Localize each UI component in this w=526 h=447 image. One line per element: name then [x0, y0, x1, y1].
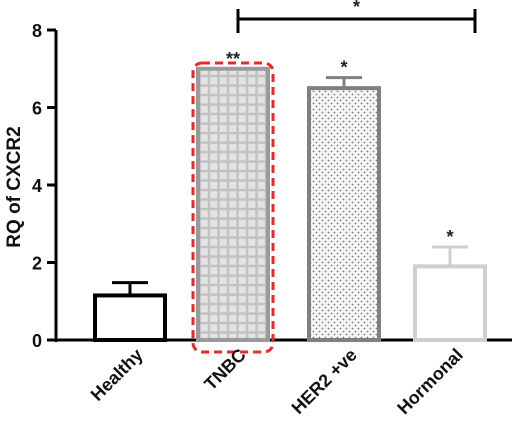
bars-group: ** *** — [93, 0, 487, 354]
y-tick-label: 2 — [32, 254, 42, 274]
significance-label: * — [340, 58, 347, 78]
significance-label: * — [446, 227, 453, 247]
y-tick-label: 8 — [32, 21, 42, 41]
bar-tnbc — [196, 66, 270, 342]
y-tick-label: 6 — [32, 99, 42, 119]
bar-her2-ve — [307, 86, 381, 342]
bracket-significance-label: * — [353, 0, 360, 17]
significance-label: ** — [226, 49, 240, 69]
category-labels-group: Healthy TNBC HER2 +ve Hormonal — [87, 345, 467, 419]
bar-healthy — [93, 293, 167, 342]
category-label: HER2 +ve — [288, 345, 361, 418]
y-tick-label: 0 — [32, 331, 42, 351]
category-label: Hormonal — [393, 345, 467, 419]
bar-hormonal — [413, 264, 487, 342]
category-label: Healthy — [87, 345, 147, 405]
y-axis-title: RQ of CXCR2 — [4, 126, 25, 247]
highlight-box — [191, 61, 275, 354]
y-tick-label: 4 — [32, 176, 42, 196]
